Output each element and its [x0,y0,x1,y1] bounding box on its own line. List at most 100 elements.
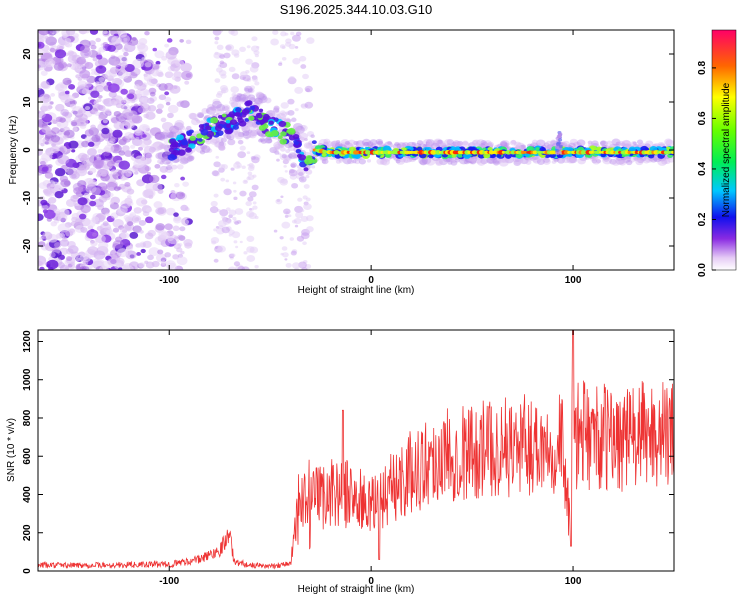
spectrogram-cell [124,150,133,157]
spectrogram-cell [366,159,372,163]
spectrogram-cell [353,140,360,146]
snr-y-tick-label: 600 [22,447,33,464]
spectrogram-cell [396,144,403,149]
spectrogram-cell [90,258,102,268]
spectrogram-cell [422,139,433,147]
spectrogram-cell [207,104,215,110]
spectrogram-cell [542,158,551,165]
spectrogram-cell [195,144,206,153]
spectrogram-cell [305,88,311,93]
snr-x-label: Height of straight line (km) [298,584,415,595]
spectrogram-cell [611,138,621,146]
spectrogram-cell [157,151,168,160]
spectrogram-cell [226,135,232,140]
spectrogram-cell [188,143,196,149]
spectrogram-cell [254,129,262,135]
spectrogram-cell [345,140,350,145]
spectrogram-cell [435,150,442,155]
spectrogram-cell [249,85,256,90]
spectrogram-cell [242,131,252,139]
spectrogram-cell [236,93,243,98]
spectrogram-cell [217,114,223,119]
spectrogram-cell [220,84,228,92]
spectrogram-cell [147,254,154,261]
spectrogram-cell [595,159,602,164]
spectrogram-cell [352,159,357,164]
spectrogram-cell [237,131,245,138]
spectrogram-cell [242,130,250,137]
spectrogram-cell [225,44,235,52]
spectrogram-cell [145,216,154,224]
spectrogram-cell [301,178,305,181]
spectrogram-cell [235,245,239,249]
spectrogram-y-tick-label: 20 [22,48,33,60]
spectrogram-cell [95,65,107,74]
snr-y-tick-label: 0 [22,568,33,574]
spectrogram-cell [135,128,142,134]
spectrogram-cell [252,77,258,82]
spectrogram-cell [233,240,238,244]
spectrogram-cell [41,204,49,211]
spectrogram-cell [188,129,194,134]
spectrogram-cell [300,232,310,240]
spectrogram-cell [518,144,525,150]
spectrogram-cell [245,130,256,138]
spectrogram-cell [631,141,637,146]
spectrogram-cell [70,194,80,203]
spectrogram-cell [38,182,48,189]
spectrogram-cell [177,234,184,240]
spectrogram-cell [133,84,140,90]
spectrogram-cell [283,208,291,215]
spectrogram-cell [210,105,218,111]
spectrogram-cell [223,134,228,138]
spectrogram-cell [321,159,327,164]
spectrogram-cell [446,139,454,145]
spectrogram-cell [241,108,250,115]
spectrogram-cell [539,146,546,153]
spectrogram-cell [172,254,180,260]
spectrogram-cell [252,174,257,178]
spectrogram-cell [144,62,152,68]
spectrogram-cell [557,135,562,139]
spectrogram-cell [476,139,486,147]
spectrogram-cell [44,58,56,68]
spectrogram-cell [532,158,539,163]
snr-y-label: SNR (10 * v/v) [6,418,17,482]
spectrogram-cell [141,97,150,104]
spectrogram-cell [311,140,317,145]
spectrogram-cell [241,266,250,270]
snr-y-tick-label: 200 [22,524,33,541]
spectrogram-cell [287,145,296,152]
spectrogram-cell [136,252,142,256]
spectrogram-cell [184,242,193,249]
spectrogram-cell [148,247,160,257]
spectrogram-cell [211,136,220,144]
spectrogram-cell [276,113,287,121]
spectrogram-cell [206,148,213,153]
spectrogram-cell [180,176,186,181]
spectrogram-cell [395,157,406,165]
spectrogram-cell [365,150,371,155]
spectrogram-cell [280,31,287,37]
spectrogram-y-tick-label: 10 [22,96,33,108]
spectrogram-cell [38,41,45,49]
spectrogram-cell [91,68,96,72]
spectrogram-cell [662,147,667,152]
spectrogram-cell [476,158,486,166]
spectrogram-cell [274,144,281,150]
spectrogram-cell [145,111,156,120]
spectrogram-cell [280,131,287,137]
spectrogram-cell [379,158,388,165]
spectrogram-cell [218,164,226,170]
spectrogram-cell [279,138,287,145]
spectrogram-cell [98,46,106,53]
spectrogram-cell [566,155,577,164]
spectrogram-cell [38,64,41,69]
spectrogram-cell [218,144,226,150]
spectrogram-cell [292,57,301,65]
spectrogram-cell [302,73,309,80]
spectrogram-cell [245,100,253,106]
spectrogram-cell [126,188,135,195]
spectrogram-cell [71,121,78,127]
